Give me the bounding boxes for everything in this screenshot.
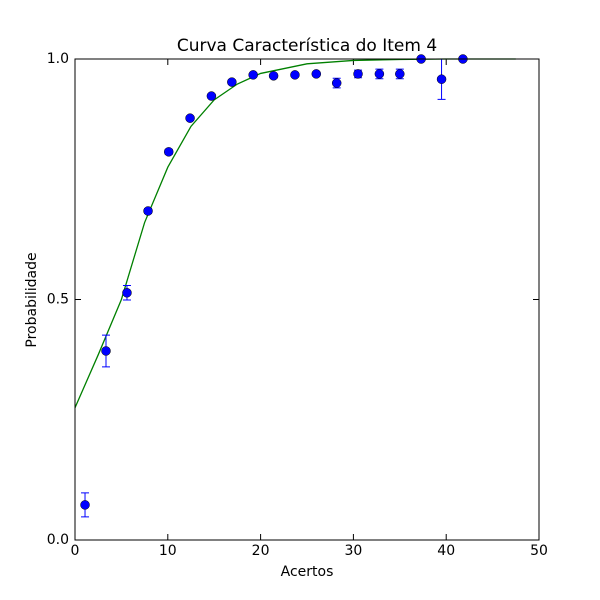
x-tick-label: 50 (530, 543, 548, 559)
x-tick-label: 10 (159, 543, 177, 559)
data-point (374, 69, 385, 79)
y-tick-label: 0.0 (47, 532, 69, 548)
data-point (436, 74, 447, 84)
data-point (268, 71, 279, 81)
data-point (248, 70, 258, 80)
x-tick-label: 20 (252, 543, 270, 559)
y-tick-label: 1.0 (47, 51, 69, 67)
data-point (101, 346, 111, 356)
data-point (227, 77, 237, 87)
data-point (311, 69, 322, 79)
data-point (395, 69, 405, 79)
plot-frame (74, 58, 540, 541)
y-tick-label: 0.5 (47, 292, 69, 308)
data-point (185, 113, 195, 123)
data-point (331, 78, 342, 88)
x-tick-label: 40 (437, 543, 455, 559)
data-point (206, 91, 217, 101)
data-point (122, 288, 132, 298)
data-point (290, 70, 300, 80)
data-point (353, 69, 363, 79)
x-tick-label: 0 (71, 543, 80, 559)
y-axis-label: Probabilidade (24, 252, 40, 347)
x-axis-label: Acertos (281, 564, 334, 580)
fit-curve (74, 58, 516, 408)
chart-title: Curva Característica do Item 4 (177, 36, 437, 56)
data-point (163, 147, 174, 157)
x-tick-label: 30 (344, 543, 362, 559)
data-point (143, 206, 153, 216)
data-point (80, 500, 90, 510)
